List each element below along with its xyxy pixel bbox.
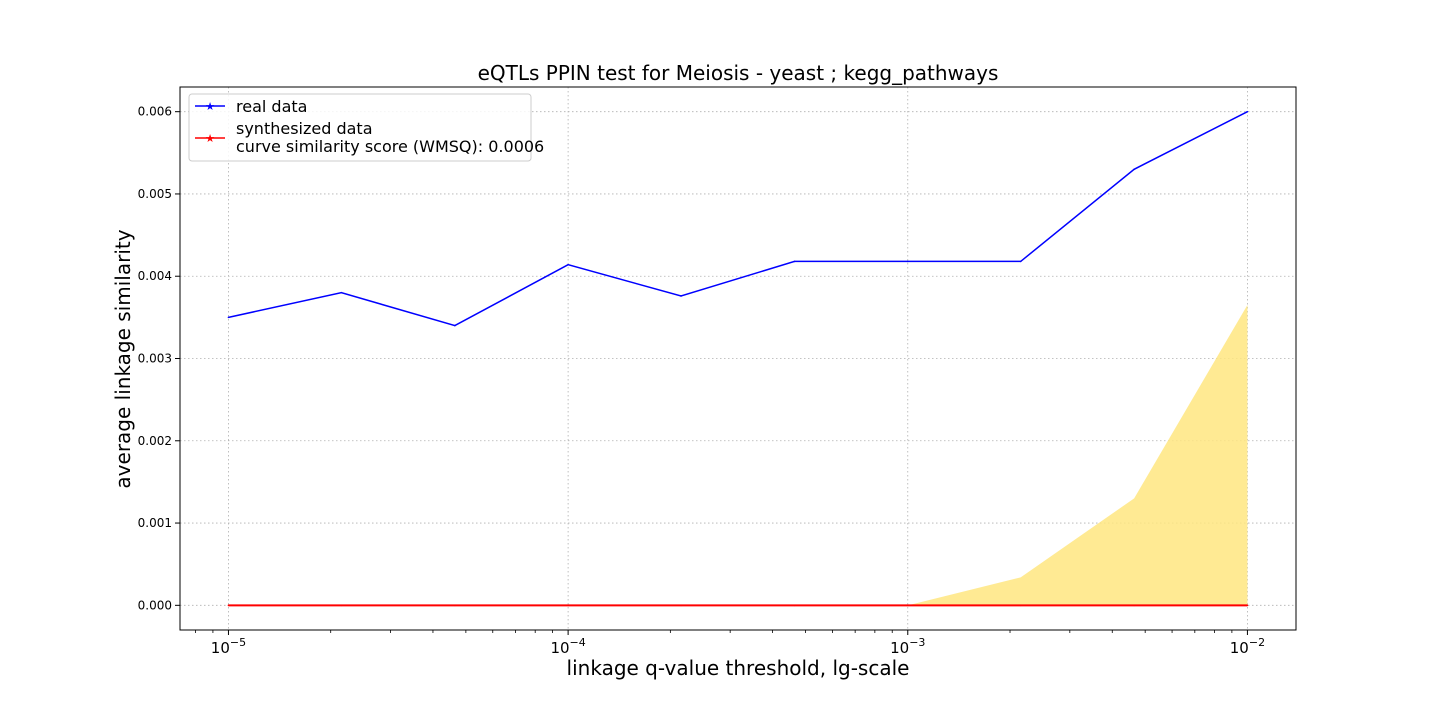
synthesized-data-point (1019, 604, 1022, 607)
synthesized-band-area (228, 305, 1248, 606)
synthesized-data-point (567, 604, 569, 607)
synthesized-data-point (906, 604, 909, 607)
y-tick-label: 0.006 (138, 105, 172, 119)
synthesized-data-point (454, 604, 456, 607)
legend-real-marker: ★ (205, 100, 215, 113)
y-axis-label: average linkage similarity (111, 229, 135, 488)
chart-title: eQTLs PPIN test for Meiosis - yeast ; ke… (478, 61, 999, 85)
y-tick-label: 0.000 (138, 598, 172, 612)
synthesized-data-point (793, 604, 796, 607)
synthesized-data-point (1133, 604, 1135, 607)
y-tick-label: 0.005 (138, 187, 172, 201)
legend-synth-marker: ★ (205, 132, 215, 145)
legend-box (188, 93, 532, 162)
synthesized-data-point (227, 604, 230, 607)
x-tick-label: 10−2 (1230, 636, 1265, 657)
legend: ★ real data ★ synthesized data curve sim… (188, 93, 544, 162)
synthesized-data-point (1246, 604, 1249, 607)
x-tick-label: 10−5 (211, 636, 246, 657)
real-data-point (567, 263, 569, 266)
real-data-point (227, 316, 230, 319)
legend-synth-label: synthesized data (236, 119, 373, 138)
y-tick-label: 0.004 (138, 269, 172, 283)
y-tick-label: 0.002 (138, 434, 172, 448)
y-tick-label: 0.003 (138, 352, 172, 366)
real-data-point (1019, 260, 1022, 263)
real-data-line (228, 111, 1248, 327)
x-axis-label: linkage q-value threshold, lg-scale (567, 656, 910, 680)
y-tick-label: 0.001 (138, 516, 172, 530)
real-data-point (1133, 168, 1135, 171)
x-tick-label: 10−4 (550, 636, 585, 657)
legend-real-label: real data (236, 97, 307, 116)
real-data-point (454, 324, 456, 327)
synthesized-data-point (680, 604, 682, 607)
x-tick-label: 10−3 (890, 636, 925, 657)
real-data-point (793, 260, 796, 263)
legend-score-label: curve similarity score (WMSQ): 0.0006 (236, 137, 544, 156)
real-data-point (1246, 110, 1249, 113)
real-data-point (680, 295, 682, 297)
real-data-point (906, 260, 909, 263)
real-data-point (340, 291, 343, 294)
synthesized-data-point (340, 604, 343, 607)
